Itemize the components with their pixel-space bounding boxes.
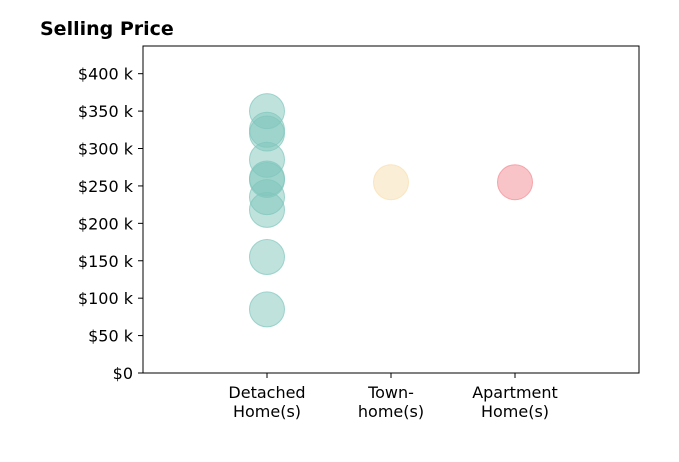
y-tick-label: $200 k xyxy=(78,214,134,233)
y-tick-label: $150 k xyxy=(78,252,134,271)
x-category-label: Town-home(s) xyxy=(358,383,424,421)
y-tick-label: $400 k xyxy=(78,65,134,84)
data-point xyxy=(249,291,285,328)
data-point xyxy=(249,191,285,228)
plot-area xyxy=(142,45,640,374)
y-tick-label: $100 k xyxy=(78,289,134,308)
y-axis: $0 $50 k $100 k $150 k $200 k $250 k $300 k $35… xyxy=(78,65,143,383)
x-category-label-line: Detached xyxy=(228,383,305,402)
x-category-label: Detached Home(s) xyxy=(228,383,305,421)
y-tick-label: $350 k xyxy=(78,102,134,121)
x-category-label-line: Home(s) xyxy=(481,402,549,421)
x-category-label-line: Apartment xyxy=(472,383,558,402)
x-axis: Detached Home(s)Town-home(s)Apartment Home… xyxy=(228,373,558,421)
y-tick-label: $0 xyxy=(113,364,133,383)
x-category-label-line: home(s) xyxy=(358,402,424,421)
y-tick-label: $300 k xyxy=(78,140,134,159)
data-point xyxy=(249,239,285,276)
y-tick-label: $50 k xyxy=(88,327,134,346)
x-category-label-line: Home(s) xyxy=(233,402,301,421)
data-point xyxy=(497,164,533,201)
y-tick-label: $250 k xyxy=(78,177,134,196)
chart-title: Selling Price xyxy=(40,18,174,40)
x-category-label-line: Town- xyxy=(367,383,414,402)
data-point xyxy=(373,164,409,201)
x-category-label: Apartment Home(s) xyxy=(472,383,558,421)
data-points xyxy=(249,93,533,328)
